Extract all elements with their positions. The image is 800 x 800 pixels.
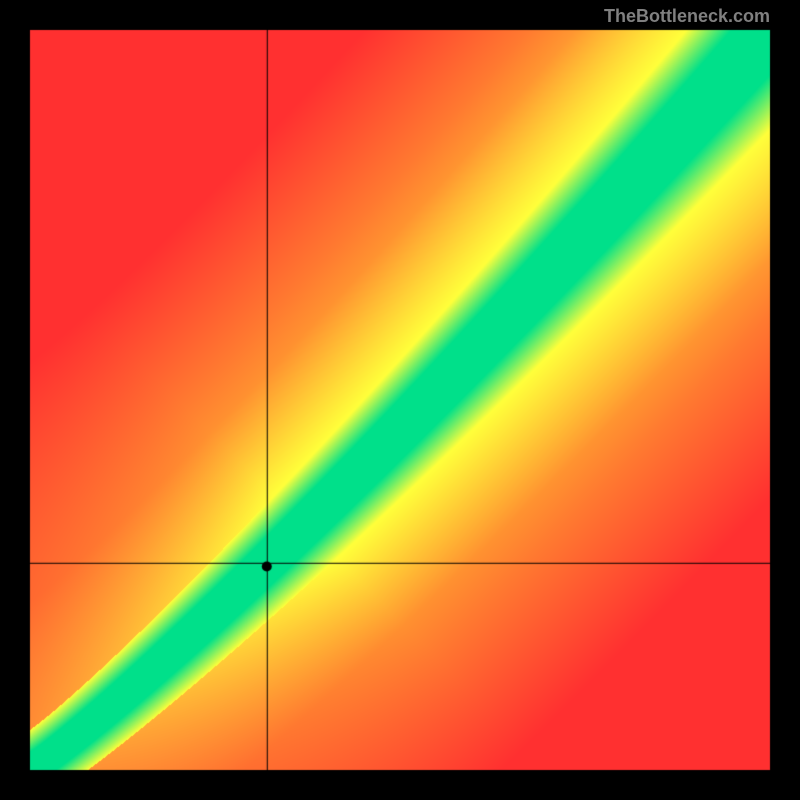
bottleneck-heatmap (0, 0, 800, 800)
chart-container: TheBottleneck.com (0, 0, 800, 800)
watermark-text: TheBottleneck.com (604, 6, 770, 27)
